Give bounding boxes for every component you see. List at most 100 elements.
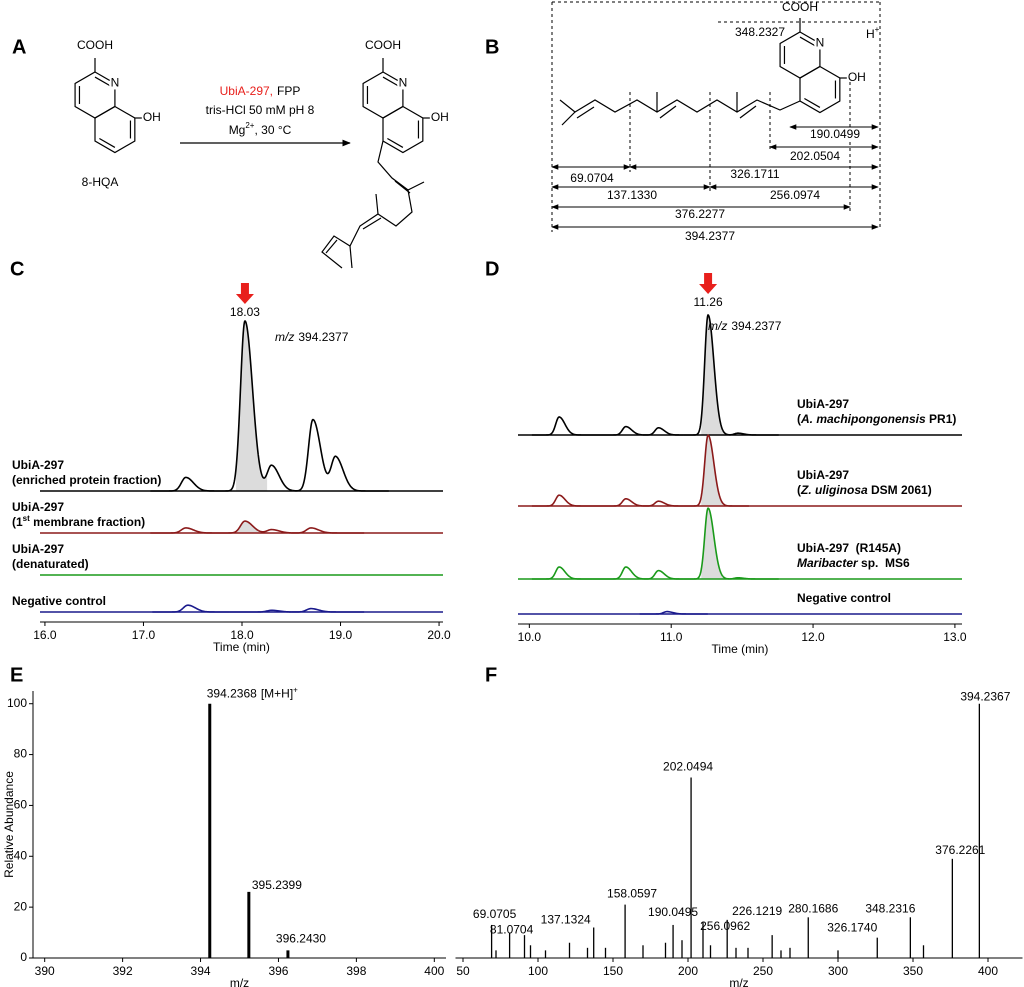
peak-mz: 326.1740 bbox=[827, 921, 877, 935]
legend-name: UbiA-297 bbox=[12, 500, 64, 514]
panel-letter: C bbox=[10, 258, 24, 280]
legend-detail-part: A. machipongonensis bbox=[800, 412, 926, 426]
legend-name: UbiA-297 bbox=[12, 542, 64, 556]
x-tick-label: 50 bbox=[456, 964, 470, 978]
x-axis-label: m/z bbox=[729, 976, 748, 987]
mz-value: 394.2377 bbox=[298, 330, 348, 344]
legend-detail: (denaturated) bbox=[12, 557, 89, 571]
double-bond bbox=[387, 137, 404, 148]
atom-label: OH bbox=[143, 110, 161, 124]
peak-mz: 395.2399 bbox=[252, 878, 302, 892]
peak bbox=[639, 610, 708, 615]
atom-label: N bbox=[399, 76, 408, 90]
peak bbox=[531, 566, 593, 580]
peak-area bbox=[701, 315, 726, 435]
panel-letter: D bbox=[485, 258, 499, 280]
peak-mz: 256.0962 bbox=[700, 919, 750, 933]
chain bbox=[321, 140, 413, 269]
chain bbox=[559, 99, 801, 113]
peak bbox=[229, 609, 292, 613]
peak-mz: 348.2316 bbox=[865, 901, 915, 915]
peak bbox=[215, 319, 260, 492]
peak-label: 326.1740 bbox=[827, 921, 877, 935]
legend-name: UbiA-297 (R145A) bbox=[797, 541, 901, 555]
ring bbox=[382, 105, 424, 154]
fragment-label: 326.1711 bbox=[730, 167, 779, 181]
legend-detail-part: ( bbox=[797, 412, 801, 426]
peak bbox=[150, 527, 216, 534]
peak-label: 137.1324 bbox=[541, 913, 591, 927]
legend-detail-part: Z. uliginosa bbox=[800, 483, 868, 497]
y-tick-label: 80 bbox=[14, 747, 28, 761]
peak bbox=[722, 575, 779, 580]
peak bbox=[592, 425, 643, 436]
x-tick-label: 18.0 bbox=[230, 628, 254, 642]
parent-fragment: 348.2327 bbox=[735, 25, 785, 39]
peak-area bbox=[236, 521, 268, 533]
reaction-buffer: tris-HCl 50 mM pH 8 bbox=[206, 103, 315, 117]
y-tick-label: 60 bbox=[14, 798, 28, 812]
fragment-frame bbox=[552, 1, 880, 23]
fragment-label: 394.2377 bbox=[685, 229, 735, 243]
x-tick-label: 350 bbox=[903, 964, 923, 978]
x-tick-label: 17.0 bbox=[132, 628, 156, 642]
double-bond bbox=[382, 76, 399, 87]
atom-gap bbox=[108, 77, 121, 90]
x-tick-label: 20.0 bbox=[427, 628, 451, 642]
peak bbox=[150, 476, 216, 492]
peak bbox=[642, 569, 684, 580]
metal: Mg bbox=[229, 123, 246, 137]
legend-name: Negative control bbox=[797, 591, 891, 605]
peak bbox=[642, 427, 684, 436]
peak bbox=[257, 528, 292, 534]
bond bbox=[349, 245, 353, 269]
ring bbox=[799, 65, 841, 114]
peak bbox=[683, 434, 749, 507]
charge: 2+ bbox=[245, 121, 254, 130]
bond bbox=[561, 111, 576, 126]
mz-prefix: m/z bbox=[275, 330, 294, 344]
legend-detail: (A. machipongonensis PR1) bbox=[797, 412, 956, 426]
peak-mz: 280.1686 bbox=[788, 901, 838, 915]
atom-label: OH bbox=[431, 110, 449, 124]
atom-label: N bbox=[111, 76, 120, 90]
double-bond bbox=[659, 105, 677, 119]
x-tick-label: 100 bbox=[528, 964, 548, 978]
label-bg bbox=[604, 189, 660, 203]
peak-label: 395.2399 bbox=[252, 878, 302, 892]
atom-label: COOH bbox=[77, 38, 113, 52]
peak-mz: 69.0705 bbox=[473, 907, 517, 921]
x-tick-label: 16.0 bbox=[33, 628, 57, 642]
ion-label: [M+H] bbox=[261, 687, 293, 701]
x-axis-label: Time (min) bbox=[213, 640, 270, 654]
fragment-label: 190.0499 bbox=[810, 127, 860, 141]
x-tick-label: 19.0 bbox=[329, 628, 353, 642]
peak bbox=[683, 507, 724, 580]
peak-area bbox=[701, 435, 726, 506]
legend-detail-part: ( bbox=[797, 483, 801, 497]
peak bbox=[592, 566, 643, 580]
ring bbox=[362, 71, 404, 119]
legend-detail-part: membrane fraction) bbox=[30, 515, 145, 529]
legend-detail-part: (1 bbox=[12, 515, 23, 529]
atom-label: N bbox=[816, 36, 825, 50]
fragment-label: 202.0504 bbox=[790, 149, 840, 163]
mz-prefix: m/z bbox=[708, 319, 727, 333]
label-bg bbox=[672, 208, 728, 222]
label-bg bbox=[564, 172, 620, 186]
proton-charge: + bbox=[875, 25, 880, 34]
peak-label: 394.2367 bbox=[960, 690, 1010, 704]
x-tick-label: 250 bbox=[753, 964, 773, 978]
x-axis-label: Time (min) bbox=[712, 642, 769, 656]
fragment-label: 137.1330 bbox=[607, 188, 657, 202]
y-tick-label: 100 bbox=[7, 696, 27, 710]
peak-label: 376.2261 bbox=[935, 843, 985, 857]
x-tick-label: 394 bbox=[191, 964, 211, 978]
peak-label: 280.1686 bbox=[788, 901, 838, 915]
fragment-label: 376.2277 bbox=[675, 207, 725, 221]
peak-label: 158.0597 bbox=[607, 887, 657, 901]
peak-mz: 158.0597 bbox=[607, 887, 657, 901]
atom-label: COOH bbox=[365, 38, 401, 52]
peak-mz: 376.2261 bbox=[935, 843, 985, 857]
